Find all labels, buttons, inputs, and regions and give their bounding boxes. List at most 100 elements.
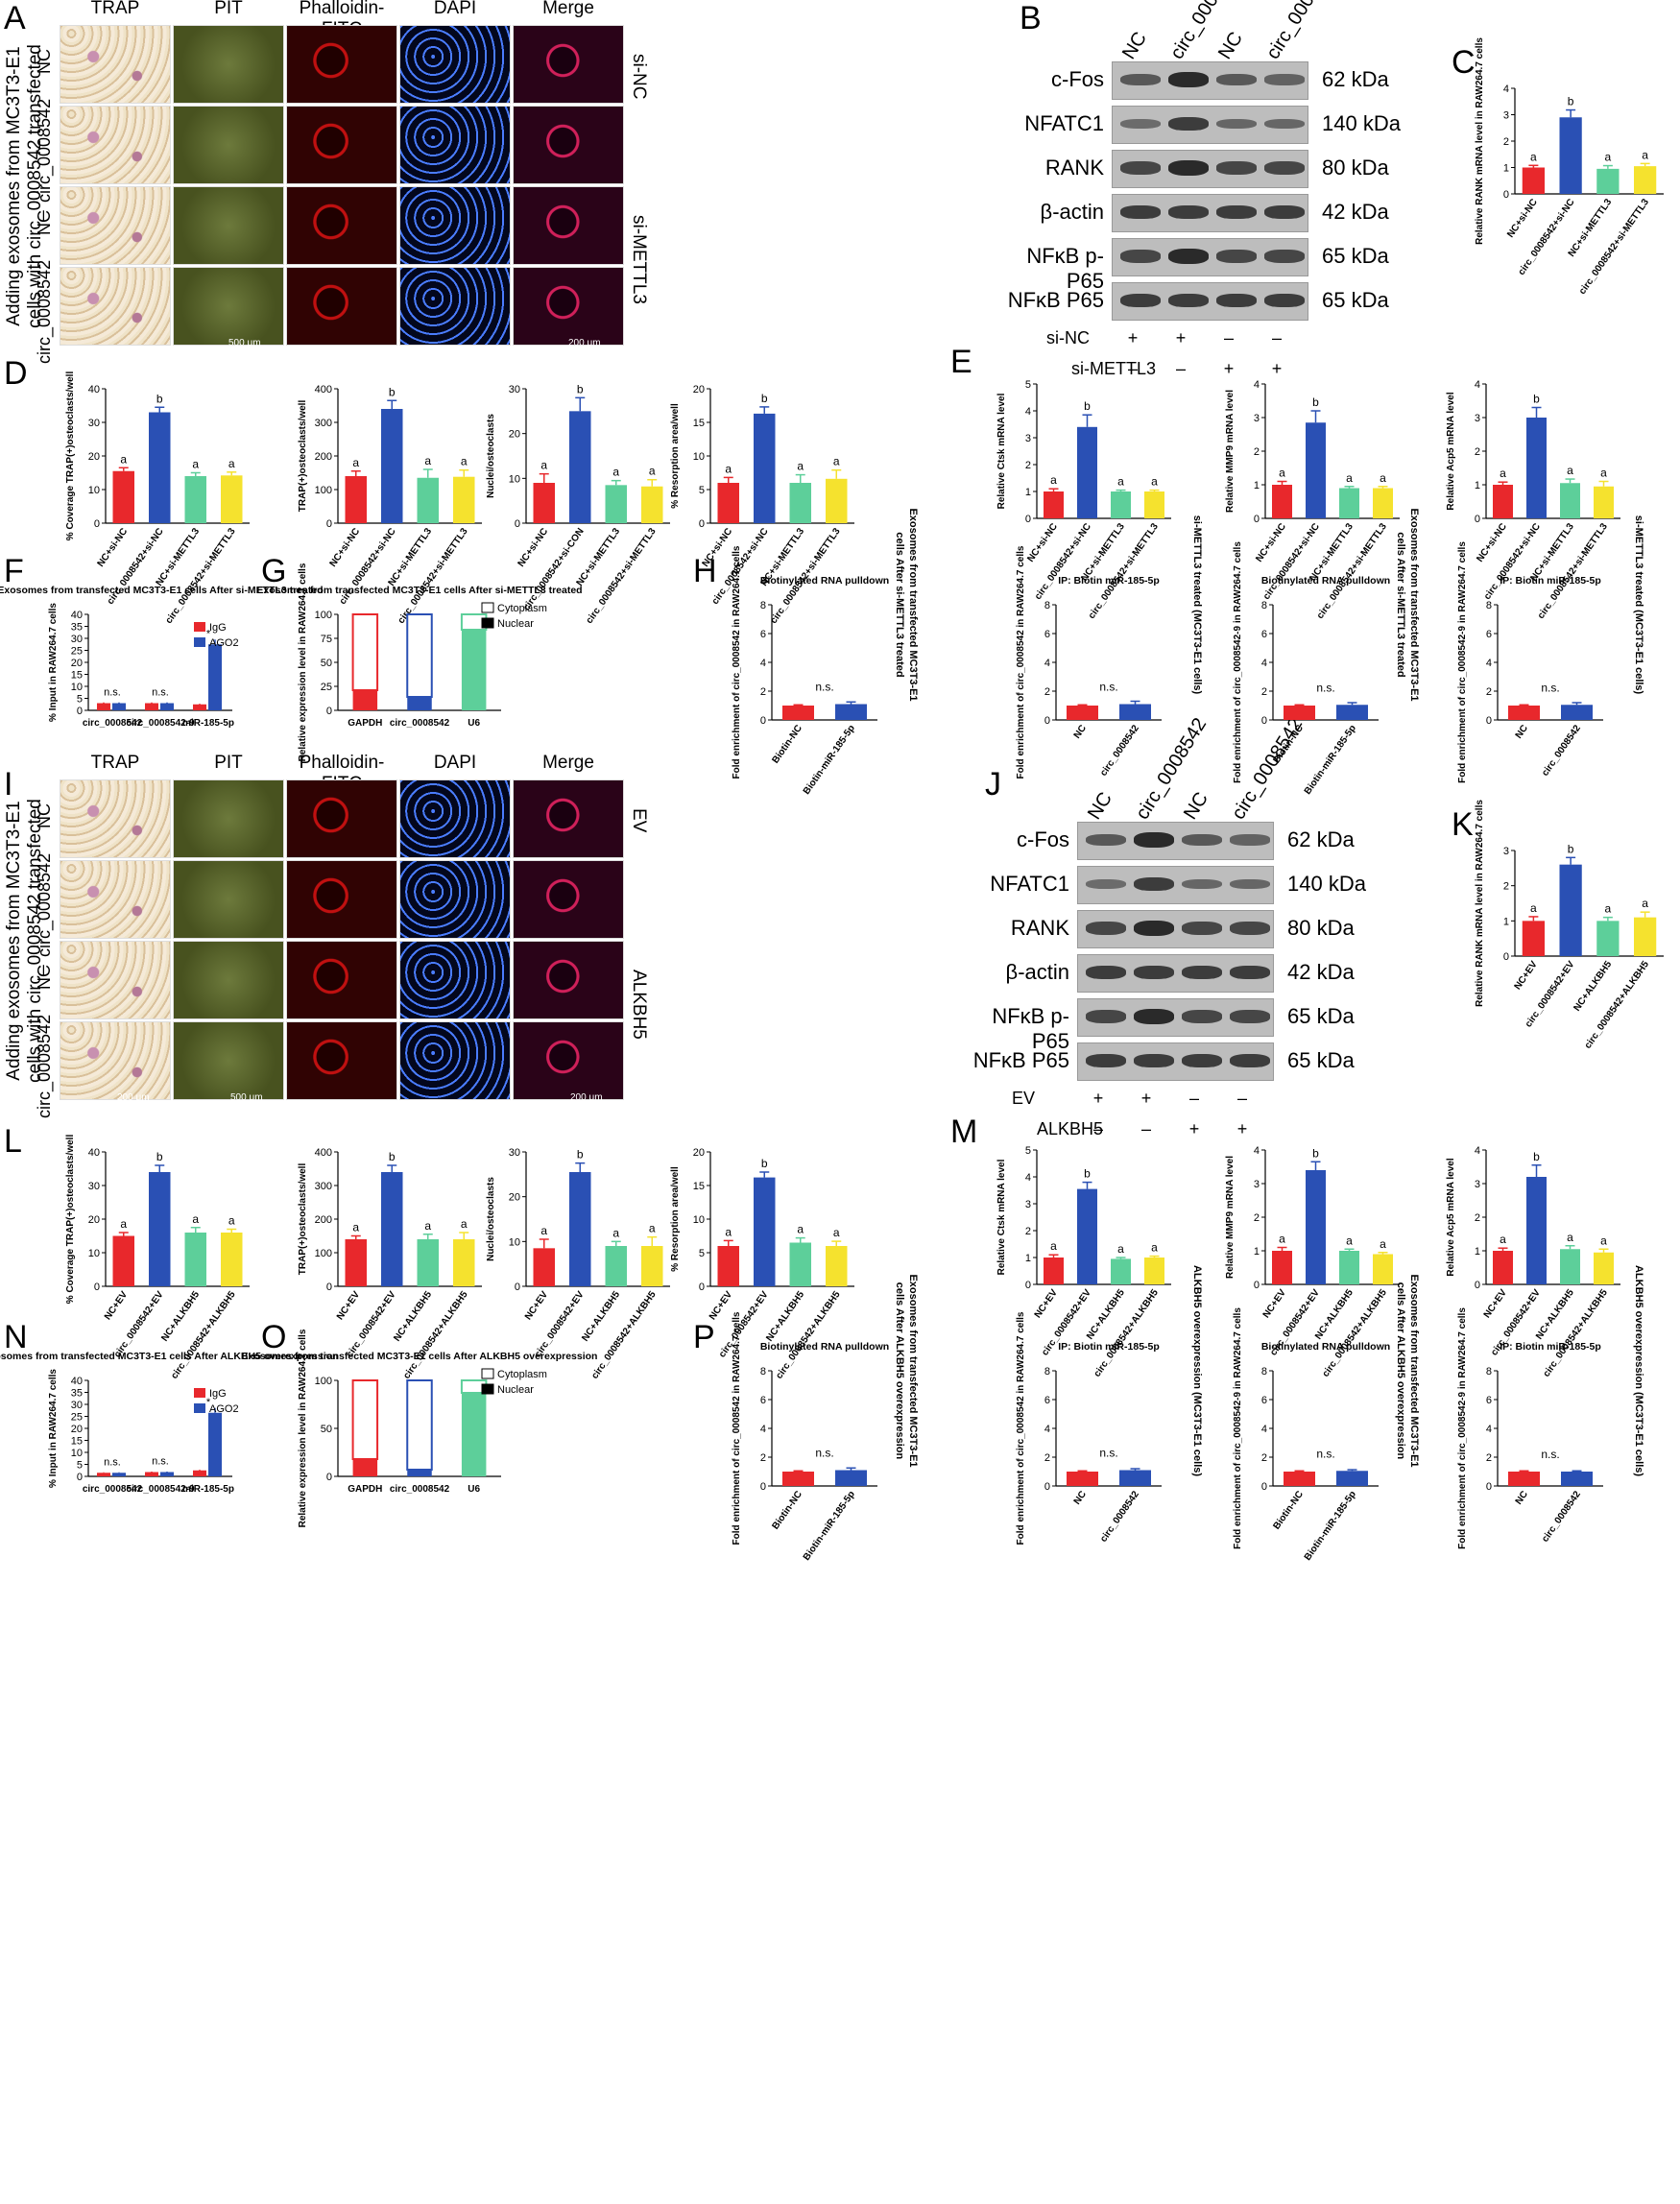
blot-treatment-sign: – — [1140, 1119, 1151, 1138]
blot-treatment-sign: + — [1271, 359, 1283, 378]
y-axis-label: Fold enrichment of circ_0008542 in RAW26… — [1016, 1311, 1026, 1545]
bar — [1119, 704, 1151, 720]
bar-nuclear — [352, 690, 378, 710]
y-tick-label: 4 — [1261, 658, 1267, 669]
bar — [1111, 1258, 1131, 1284]
bar — [1119, 1470, 1151, 1486]
y-tick-label: 10 — [71, 1448, 83, 1459]
x-tick-label: NC+EV — [1261, 1287, 1288, 1320]
x-tick-label: circ_0008542 — [1540, 1489, 1583, 1545]
y-tick-label: 0 — [1254, 514, 1260, 525]
blot-kda-label: 80 kDa — [1287, 916, 1355, 940]
y-axis-label: Nuclei/osteoclasts — [486, 414, 496, 498]
y-tick-label: 4 — [1025, 406, 1031, 418]
micrograph-phalloidinfitc-image — [286, 106, 397, 184]
y-tick-label: 0 — [515, 518, 520, 530]
blot-kda-label: 140 kDa — [1322, 111, 1401, 135]
micrograph-trap-image — [60, 267, 171, 346]
panel-label-i: I — [4, 766, 13, 803]
bar — [826, 1246, 848, 1286]
bar — [835, 704, 867, 720]
micro-col-header: Merge — [542, 0, 594, 18]
micrograph-dapi-image — [399, 25, 511, 104]
bar — [221, 475, 243, 523]
blot-band — [1230, 922, 1270, 935]
panel-label-p: P — [693, 1319, 715, 1355]
micro-col-header: PIT — [214, 753, 243, 773]
y-axis-label: TRAP(+)osteoclasts/well — [298, 1163, 308, 1276]
bar — [381, 409, 403, 523]
y-axis-label: Relative RANK mRNA level in RAW264.7 cel… — [1475, 800, 1485, 1007]
blot-band — [1086, 922, 1126, 935]
blot-protein-label: NFATC1 — [990, 872, 1069, 896]
significance-letter: b — [1568, 842, 1574, 855]
bar — [417, 1239, 439, 1286]
x-tick-label: NC+EV — [523, 1289, 550, 1322]
bar — [1596, 921, 1620, 956]
y-tick-label: 15 — [693, 418, 705, 429]
y-tick-label: 4 — [760, 1424, 766, 1435]
significance-letter: a — [649, 465, 656, 478]
significance-letter: a — [352, 1221, 359, 1234]
bar — [193, 1470, 206, 1476]
bar — [208, 1412, 222, 1476]
chart-title: IP: Biotin miR-185-5p — [1058, 575, 1160, 587]
y-tick-label: 1 — [1475, 480, 1480, 491]
blot-band — [1264, 161, 1305, 175]
blot-strip — [1077, 910, 1274, 948]
ns-annotation: n.s. — [1099, 681, 1117, 694]
y-axis-label: % Coverage TRAP(+)osteoclasts/well — [65, 371, 76, 541]
significance-letter: a — [1605, 151, 1612, 164]
legend-swatch — [194, 637, 205, 647]
y-tick-label: 1 — [1254, 1246, 1260, 1258]
blot-strip — [1077, 822, 1274, 860]
significance-letter: a — [1151, 475, 1158, 489]
significance-letter: b — [577, 382, 584, 395]
legend-label: IgG — [209, 1388, 227, 1400]
bar — [1522, 921, 1545, 956]
bar — [1594, 486, 1614, 518]
blot-band — [1230, 1010, 1270, 1023]
significance-letter: a — [228, 1214, 235, 1228]
x-tick-label: GAPDH — [348, 718, 382, 729]
y-tick-label: 5 — [77, 694, 83, 706]
y-tick-label: 2 — [1475, 1212, 1480, 1224]
y-tick-label: 10 — [509, 473, 520, 485]
y-tick-label: 0 — [94, 518, 100, 530]
panel-label-k: K — [1452, 806, 1474, 843]
legend-label: Cytoplasm — [497, 1369, 547, 1380]
blot-band — [1230, 878, 1270, 890]
panel-label-o: O — [261, 1319, 287, 1355]
legend-label: Nuclear — [497, 1384, 534, 1396]
x-tick-label: circ_0008542 — [390, 718, 450, 729]
blot-band — [1086, 878, 1126, 890]
y-tick-label: 0 — [1261, 1481, 1267, 1493]
bar — [605, 1246, 627, 1286]
blot-band — [1134, 1009, 1174, 1024]
bar — [826, 478, 848, 523]
y-tick-label: 1 — [1025, 487, 1031, 498]
significance-letter: a — [192, 1212, 199, 1226]
blot-protein-label: c-Fos — [1017, 827, 1069, 851]
bar — [754, 413, 776, 523]
x-tick-label: Biotin-NC — [1271, 723, 1305, 765]
y-tick-label: 0 — [1025, 1280, 1031, 1291]
bar — [1373, 488, 1393, 518]
y-tick-label: 2 — [1503, 881, 1509, 893]
y-tick-label: 4 — [1025, 1172, 1031, 1184]
micrograph-trap-image — [60, 186, 171, 265]
significance-letter: b — [156, 392, 163, 405]
blot-treatment-sign: – — [1188, 1089, 1199, 1108]
panel-label-e: E — [950, 344, 972, 380]
y-tick-label: 40 — [88, 1147, 100, 1159]
y-tick-label: 200 — [315, 1214, 332, 1226]
y-tick-label: 30 — [509, 1147, 520, 1159]
y-tick-label: 8 — [760, 1366, 766, 1378]
bar — [1508, 706, 1540, 720]
x-tick-label: miR-185-5p — [182, 718, 234, 729]
y-tick-label: 2 — [1486, 686, 1492, 698]
y-axis-label: Fold enrichment of circ_0008542-9 in RAW… — [1233, 1307, 1243, 1549]
blot-kda-label: 140 kDa — [1287, 872, 1366, 896]
blot-band — [1168, 160, 1209, 176]
y-tick-label: 5 — [1025, 379, 1031, 391]
